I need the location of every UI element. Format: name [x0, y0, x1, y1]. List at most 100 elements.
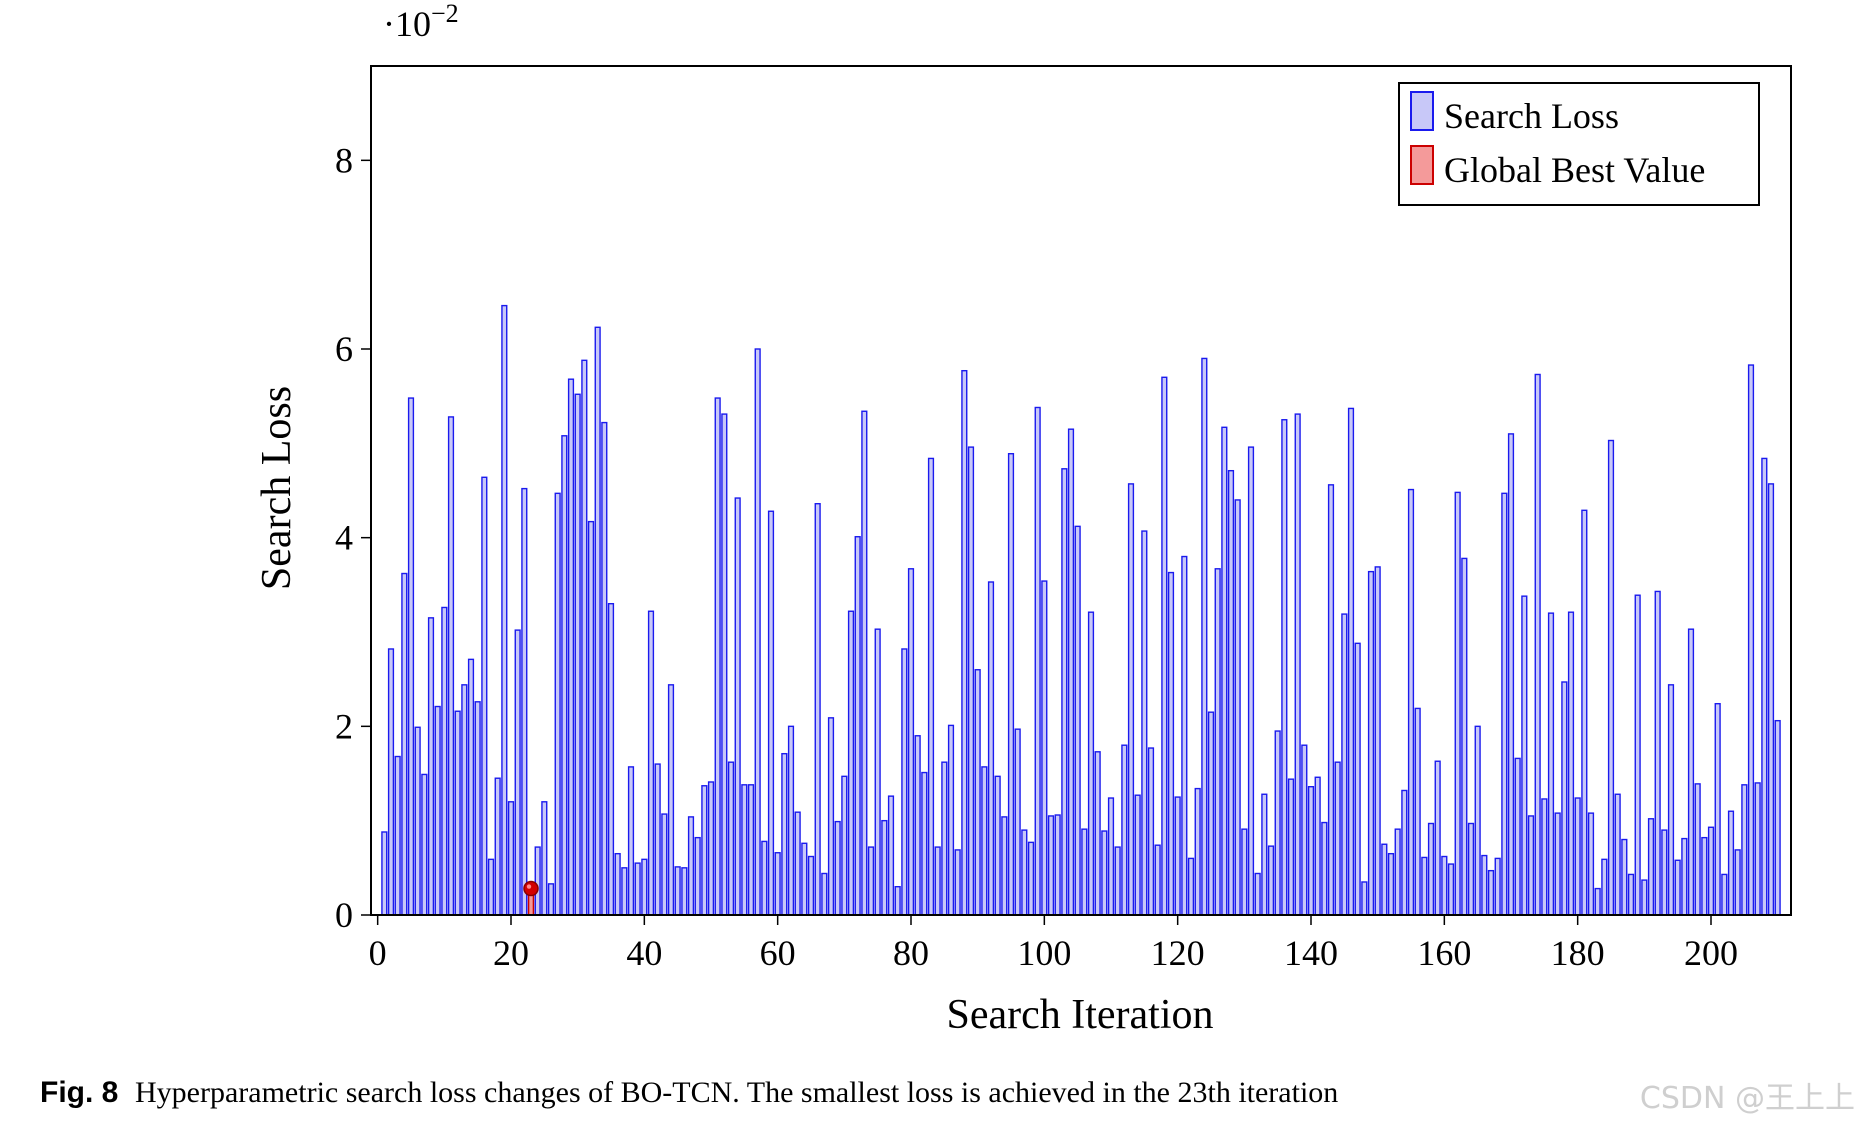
bar-search-loss	[1761, 457, 1768, 916]
bar-search-loss	[867, 846, 875, 916]
bar-search-loss	[994, 775, 1001, 916]
bar-search-loss	[1594, 887, 1601, 916]
bar-search-loss	[781, 752, 788, 916]
bar-search-loss	[1121, 744, 1128, 916]
bar-search-loss	[1494, 857, 1501, 916]
bar-search-loss	[1507, 433, 1515, 916]
bar-series-global-best	[523, 880, 539, 916]
bar-search-loss	[1261, 793, 1268, 916]
legend-label-global-best: Global Best Value	[1444, 150, 1705, 190]
bar-search-loss	[754, 348, 761, 916]
bar-search-loss	[607, 603, 615, 916]
x-tick-label: 20	[493, 933, 529, 973]
bar-search-loss	[1321, 821, 1328, 916]
bar-search-loss	[461, 684, 468, 916]
x-tick-label: 140	[1284, 933, 1338, 973]
bar-search-loss	[1767, 483, 1775, 916]
bar-search-loss	[1254, 872, 1261, 916]
bar-search-loss	[1107, 797, 1115, 916]
y-scale-base: ·10	[383, 4, 431, 44]
bar-search-loss	[827, 717, 835, 916]
bar-search-loss	[594, 326, 601, 916]
bar-search-loss	[727, 761, 735, 916]
legend-label-search-loss: Search Loss	[1444, 96, 1619, 136]
bar-search-loss	[1181, 555, 1188, 916]
bar-search-loss	[1081, 828, 1088, 916]
bar-search-loss	[474, 701, 481, 916]
x-tick-label: 120	[1151, 933, 1205, 973]
bar-search-loss	[1487, 869, 1495, 916]
bar-search-loss	[1341, 613, 1348, 916]
legend-swatch-global-best	[1410, 145, 1434, 185]
bar-search-loss	[1461, 557, 1468, 916]
bar-search-loss	[707, 781, 715, 916]
x-axis-title: Search Iteration	[946, 992, 1213, 1038]
bar-search-loss	[1087, 611, 1095, 916]
bar-search-loss	[714, 397, 721, 916]
y-tick-label: 6	[335, 329, 353, 369]
bar-search-loss	[1647, 818, 1655, 916]
bar-search-loss	[1661, 829, 1668, 916]
bar-search-loss	[1294, 413, 1301, 916]
bar-search-loss	[807, 855, 815, 916]
bar-search-loss	[454, 710, 461, 916]
legend-box	[1398, 82, 1760, 206]
bar-search-loss	[1334, 761, 1341, 916]
bar-search-loss	[881, 819, 888, 916]
bar-search-loss	[821, 872, 828, 916]
bar-search-loss	[947, 724, 955, 916]
bar-search-loss	[1067, 428, 1075, 916]
bar-search-loss	[921, 771, 928, 916]
x-tick-label: 180	[1551, 933, 1605, 973]
bar-search-loss	[1194, 787, 1201, 916]
bar-search-loss	[1241, 828, 1248, 916]
y-tick-label: 2	[335, 706, 353, 746]
bar-search-loss	[674, 866, 681, 916]
bar-search-loss	[1041, 580, 1048, 916]
bar-search-loss	[1407, 488, 1415, 916]
bar-search-loss	[541, 801, 548, 916]
bar-search-loss	[1387, 852, 1395, 916]
caption-figure-label: Fig. 8	[40, 1076, 118, 1109]
bar-search-loss	[887, 795, 895, 916]
bar-search-loss	[1027, 841, 1035, 916]
bar-search-loss	[1014, 728, 1021, 916]
bar-search-loss	[801, 842, 808, 916]
bar-search-loss	[1234, 499, 1241, 916]
global-best-marker-highlight	[526, 884, 532, 889]
bar-search-loss	[834, 820, 841, 916]
bar-search-loss	[1007, 453, 1015, 916]
bar-search-loss	[841, 775, 848, 916]
bar-search-loss	[1207, 711, 1215, 916]
y-scale-exponent: −2	[431, 0, 459, 28]
bar-search-loss	[1467, 822, 1475, 916]
bar-search-loss	[661, 813, 668, 916]
bar-search-loss	[934, 846, 941, 916]
y-tick-label: 4	[335, 518, 353, 558]
bar-search-loss	[1301, 744, 1308, 916]
bar-search-loss	[1187, 857, 1195, 916]
bar-search-loss	[1361, 881, 1368, 916]
bar-search-loss	[761, 840, 768, 916]
bar-search-loss	[787, 725, 795, 916]
bar-search-loss	[1534, 373, 1541, 916]
bar-search-loss	[441, 606, 448, 916]
bar-search-loss	[1581, 509, 1588, 916]
bar-search-loss	[1687, 628, 1695, 916]
bar-search-loss	[701, 785, 708, 916]
bar-search-loss	[907, 568, 915, 916]
bar-search-loss	[521, 487, 528, 916]
bar-search-loss	[1541, 798, 1548, 916]
bar-search-loss	[1621, 838, 1628, 916]
bar-search-loss	[1727, 810, 1735, 916]
bar-search-loss	[941, 761, 948, 916]
bar-search-loss	[967, 446, 975, 916]
watermark: CSDN @王上上	[1640, 1081, 1855, 1116]
bar-search-loss	[1634, 594, 1641, 916]
bar-search-loss	[1674, 859, 1681, 916]
bar-search-loss	[1221, 426, 1228, 916]
bar-search-loss	[1307, 786, 1315, 916]
bar-search-loss	[654, 763, 661, 916]
bar-search-loss	[507, 801, 515, 916]
